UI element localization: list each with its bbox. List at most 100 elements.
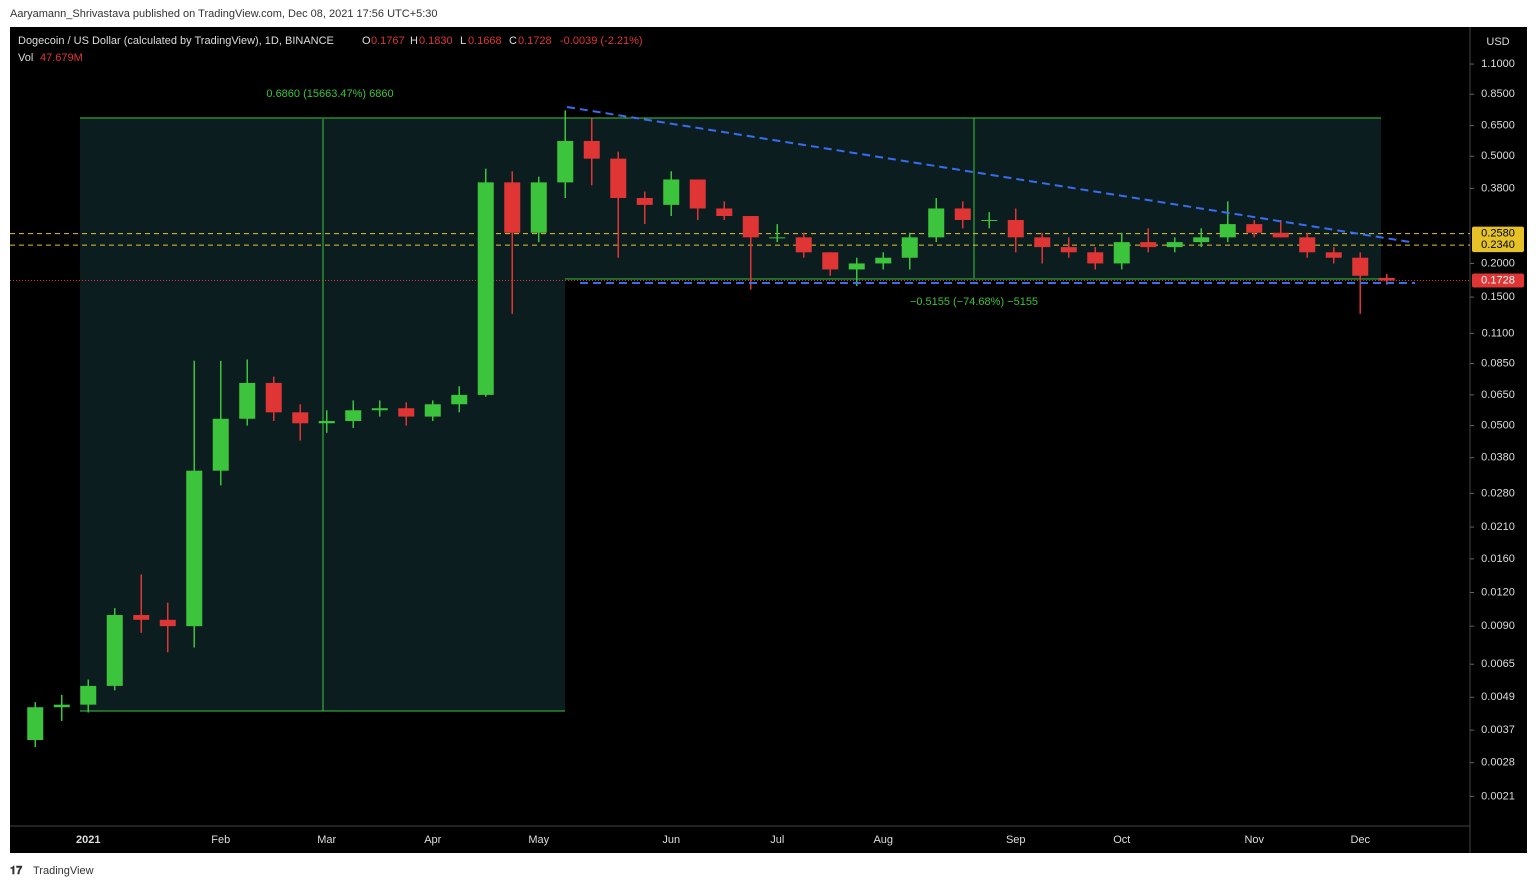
candle-body — [1007, 219, 1024, 238]
y-tick-label: 0.6500 — [1481, 119, 1515, 131]
price-tag-label: 0.1728 — [1481, 274, 1515, 286]
candle-body — [106, 615, 123, 686]
y-tick-label: 0.0049 — [1481, 691, 1515, 703]
y-tick-label: 1.1000 — [1481, 58, 1515, 70]
footer-logo: 𝟏𝟕 — [10, 865, 23, 877]
candle-body — [1113, 242, 1130, 264]
candle-body — [239, 382, 256, 419]
candle-body — [1246, 224, 1263, 233]
candle-body — [901, 237, 918, 258]
candle-body — [981, 219, 998, 221]
x-tick-label: Oct — [1113, 834, 1130, 846]
candle-body — [212, 418, 229, 471]
candle-body — [80, 685, 97, 705]
measure-box — [565, 118, 1381, 279]
candle-body — [345, 410, 362, 422]
candle-body — [477, 182, 494, 395]
candle-body — [822, 252, 839, 270]
measure-label: −0.5155 (−74.68%) −5155 — [910, 296, 1038, 308]
y-tick-label: 0.0065 — [1481, 658, 1515, 670]
x-tick-label: Dec — [1350, 834, 1370, 846]
y-tick-label: 0.0380 — [1481, 452, 1515, 464]
candle-body — [954, 208, 971, 220]
candle-body — [1272, 232, 1289, 238]
price-tag-label: 0.2340 — [1481, 239, 1515, 251]
candle-body — [1087, 252, 1104, 264]
y-tick-label: 0.0120 — [1481, 586, 1515, 598]
x-tick-label: Sep — [1006, 834, 1026, 846]
x-tick-label: Nov — [1244, 834, 1264, 846]
legend-value: 47.679M — [40, 52, 83, 64]
y-tick-label: 0.3800 — [1481, 182, 1515, 194]
candle-body — [769, 237, 786, 239]
x-tick-label: May — [528, 834, 549, 846]
legend-label: H — [410, 35, 418, 47]
candle-body — [265, 382, 282, 413]
y-tick-label: 0.0280 — [1481, 487, 1515, 499]
y-tick-label: 0.0500 — [1481, 419, 1515, 431]
legend: Dogecoin / US Dollar (calculated by Trad… — [18, 35, 643, 64]
y-tick-label: 0.0021 — [1481, 790, 1515, 802]
candle-body — [53, 704, 70, 708]
y-tick-label: 0.2000 — [1481, 257, 1515, 269]
y-tick-label: 0.5000 — [1481, 150, 1515, 162]
y-tick-label: 0.0090 — [1481, 620, 1515, 632]
measure-label: 0.6860 (15663.47%) 6860 — [266, 88, 393, 100]
x-tick-label: Jul — [770, 834, 784, 846]
y-tick-label: 0.8500 — [1481, 88, 1515, 100]
y-tick-label: 0.1500 — [1481, 291, 1515, 303]
candle-body — [583, 140, 600, 159]
candle-body — [1299, 237, 1316, 253]
y-tick-label: 0.1100 — [1482, 327, 1515, 339]
candle-body — [159, 619, 176, 627]
candle-body — [610, 158, 627, 198]
candle-body — [557, 140, 574, 183]
candle-body — [1325, 252, 1342, 258]
logo-mark: 𝟏𝟕 — [10, 865, 23, 877]
candle-body — [795, 237, 812, 253]
candle-body — [689, 179, 706, 209]
candle-body — [716, 208, 733, 217]
candle-body — [1219, 224, 1236, 238]
candle-body — [27, 707, 44, 741]
y-tick-label: 0.0650 — [1481, 389, 1515, 401]
candle-body — [928, 208, 945, 238]
legend-label: L — [460, 35, 466, 47]
x-tick-label: Aug — [873, 834, 893, 846]
candle-body — [424, 404, 441, 417]
price-tag-label: 0.2580 — [1481, 228, 1515, 240]
x-tick-label: 2021 — [76, 834, 100, 846]
y-tick-label: 0.0160 — [1481, 553, 1515, 565]
x-tick-label: Jun — [662, 834, 680, 846]
candle-body — [663, 179, 680, 205]
y-tick-label: 0.0028 — [1481, 757, 1515, 769]
legend-label: C — [509, 35, 517, 47]
publisher: Aaryamann_Shrivastava published on Tradi… — [10, 8, 438, 20]
candle-body — [742, 216, 759, 238]
candle-body — [318, 421, 335, 424]
legend-change: -0.0039 (-2.21%) — [560, 35, 643, 47]
y-tick-label: 0.0210 — [1481, 521, 1515, 533]
legend-value: 0.1728 — [518, 35, 552, 47]
candle-body — [1060, 247, 1077, 253]
legend-label: Vol — [18, 52, 33, 64]
price-tag — [1472, 273, 1524, 288]
candle-body — [398, 408, 415, 417]
y-tick-label: 0.0850 — [1481, 357, 1515, 369]
candle-body — [504, 182, 521, 233]
y-tick-label: 0.0037 — [1481, 724, 1515, 736]
candle-body — [1193, 237, 1210, 243]
x-tick-label: Mar — [317, 834, 336, 846]
candle-body — [133, 615, 150, 620]
candle-body — [530, 182, 547, 233]
plot — [10, 110, 1470, 748]
candle-body — [1140, 242, 1157, 248]
legend-value: 0.1830 — [419, 35, 453, 47]
candle-body — [1166, 242, 1183, 248]
legend-value: 0.1668 — [468, 35, 502, 47]
x-tick-label: Feb — [211, 834, 230, 846]
price-tag — [1472, 226, 1524, 241]
candle-body — [1352, 257, 1369, 276]
